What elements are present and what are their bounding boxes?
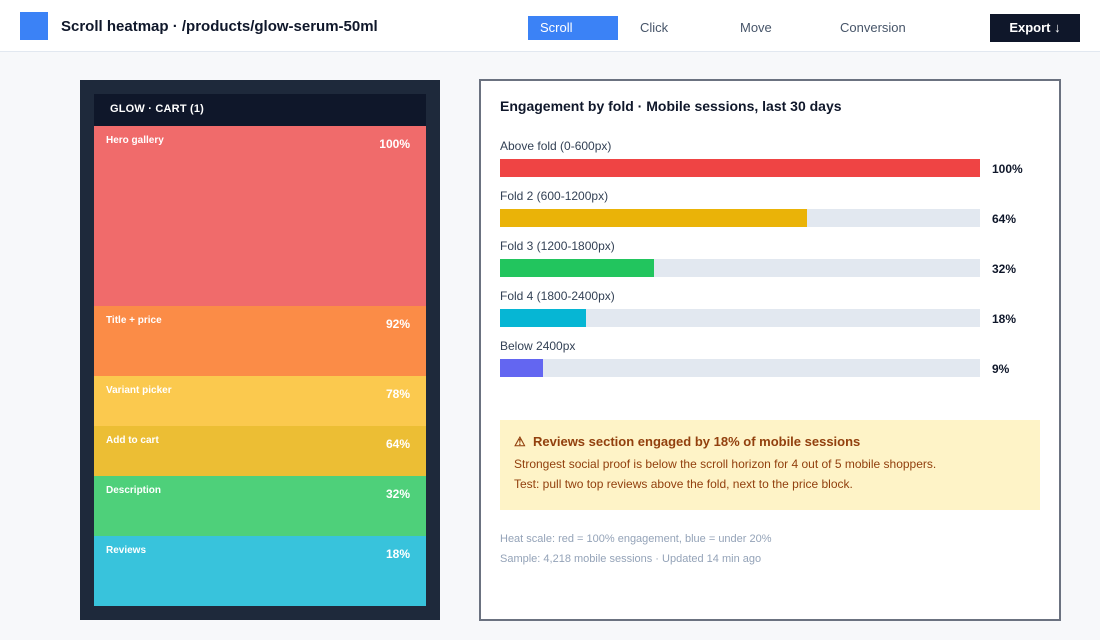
page-title: Scroll heatmap · /products/glow-serum-50… (61, 18, 378, 35)
section-variant-picker[interactable]: Variant picker 78% (94, 376, 426, 426)
fold-bar-fill (500, 159, 980, 177)
fold-percent: 32% (992, 262, 1017, 276)
fold-percent: 100% (992, 162, 1023, 176)
alert-text: Strongest social proof is below the scro… (514, 457, 937, 471)
fold-percent: 9% (992, 362, 1010, 376)
section-description[interactable]: Description 32% (94, 476, 426, 536)
fold-track (500, 209, 980, 227)
mobile-page-header: GLOW · CART (1) (94, 94, 426, 126)
section-percent: 32% (385, 487, 410, 501)
alert-recommendation: Test: pull two top reviews above the fol… (514, 477, 853, 491)
fold-track (500, 359, 980, 377)
fold-track (500, 259, 980, 277)
fold-percent: 64% (992, 212, 1017, 226)
engagement-panel: Engagement by fold · Mobile sessions, la… (479, 79, 1061, 621)
insight-alert: ⚠ Reviews section engaged by 18% of mobi… (500, 420, 1040, 510)
fold-bar-fill (500, 209, 808, 227)
section-label: Hero gallery (106, 135, 164, 146)
fold-row: Fold 3 (1200-1800px) 32% (500, 239, 1040, 289)
alert-title: Reviews section engaged by 18% of mobile… (533, 434, 861, 449)
fold-bar-fill (500, 259, 654, 277)
fold-track (500, 159, 980, 177)
heatmap-sections: Hero gallery 100% Title + price 92% Vari… (94, 126, 426, 606)
fold-row: Fold 2 (600-1200px) 64% (500, 189, 1040, 239)
section-label: Description (106, 485, 162, 496)
fold-label: Below 2400px (500, 339, 576, 353)
section-percent: 78% (385, 387, 410, 401)
heat-scale-note: Heat scale: red = 100% engagement, blue … (500, 533, 772, 545)
fold-row: Above fold (0-600px) 100% (500, 139, 1040, 189)
section-label: Variant picker (106, 385, 172, 396)
section-label: Add to cart (106, 435, 159, 446)
section-add-to-cart[interactable]: Add to cart 64% (94, 426, 426, 476)
mobile-header-text: GLOW · CART (1) (110, 103, 205, 115)
sample-note: Sample: 4,218 mobile sessions · Updated … (500, 553, 762, 565)
section-percent: 92% (385, 317, 410, 331)
section-title-price[interactable]: Title + price 92% (94, 306, 426, 376)
warning-icon: ⚠ (514, 434, 526, 449)
panel-title: Engagement by fold · Mobile sessions, la… (500, 98, 842, 114)
top-bar: Scroll heatmap · /products/glow-serum-50… (0, 0, 1100, 52)
logo-icon (20, 12, 48, 40)
section-label: Title + price (106, 315, 162, 326)
fold-percent: 18% (992, 312, 1017, 326)
section-percent: 18% (385, 547, 410, 561)
fold-row: Below 2400px 9% (500, 339, 1040, 389)
section-reviews[interactable]: Reviews 18% (94, 536, 426, 606)
fold-bar-fill (500, 359, 544, 377)
section-percent: 64% (385, 437, 410, 451)
fold-track (500, 309, 980, 327)
mobile-page-preview: GLOW · CART (1) Hero gallery 100% Title … (80, 80, 440, 620)
tab-scroll[interactable]: Scroll (528, 16, 618, 40)
export-button[interactable]: Export ↓ (990, 14, 1080, 42)
section-label: Reviews (106, 545, 147, 556)
fold-label: Above fold (0-600px) (500, 139, 612, 153)
fold-bar-fill (500, 309, 587, 327)
tab-conversion[interactable]: Conversion (840, 20, 906, 35)
section-hero-gallery[interactable]: Hero gallery 100% (94, 126, 426, 306)
fold-row: Fold 4 (1800-2400px) 18% (500, 289, 1040, 339)
fold-label: Fold 3 (1200-1800px) (500, 239, 615, 253)
fold-label: Fold 4 (1800-2400px) (500, 289, 615, 303)
tab-move[interactable]: Move (740, 20, 772, 35)
fold-label: Fold 2 (600-1200px) (500, 189, 609, 203)
section-percent: 100% (379, 137, 410, 151)
tab-click[interactable]: Click (640, 20, 669, 35)
